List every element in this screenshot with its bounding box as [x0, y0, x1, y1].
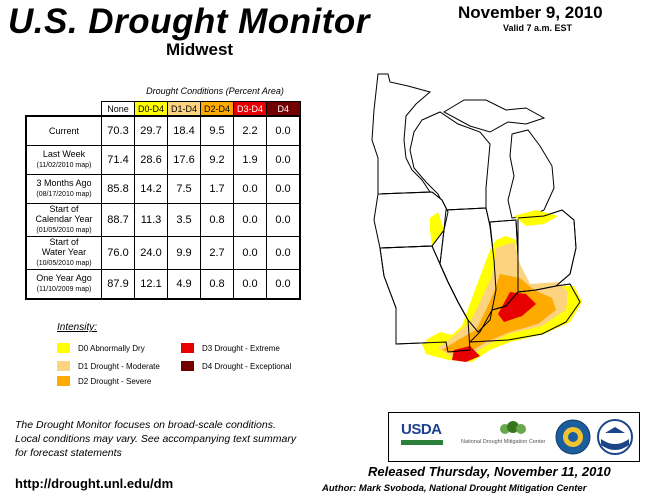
map-title: U.S. Drought Monitor — [8, 2, 370, 41]
table-cell: 9.5 — [200, 115, 234, 146]
drought-d3 — [498, 292, 536, 322]
table-cell: 0.0 — [266, 269, 301, 300]
ndmc-tree-icon — [500, 421, 526, 434]
table-cell: 0.0 — [266, 203, 301, 237]
state-michigan-lp — [507, 129, 555, 219]
table-cell: 17.6 — [167, 145, 201, 175]
row-label: 3 Months Ago (08/17/2010 map) — [25, 174, 102, 204]
table-cell: 24.0 — [134, 236, 168, 270]
table-cell: 70.3 — [101, 115, 135, 146]
legend-item-d0: D0 Abnormally Dry — [57, 343, 145, 353]
noaa-logo-icon — [597, 419, 633, 455]
table-cell: 2.2 — [233, 115, 267, 146]
table-cell: 14.2 — [134, 174, 168, 204]
state-minnesota — [371, 73, 432, 195]
legend-swatch-d0 — [57, 343, 70, 353]
table-cell: 0.0 — [233, 203, 267, 237]
table-cell: 1.7 — [200, 174, 234, 204]
table-cell: 12.1 — [134, 269, 168, 300]
table-cell: 0.0 — [266, 174, 301, 204]
table-row: Last Week (11/02/2010 map) 71.4 28.6 17.6… — [25, 145, 301, 175]
table-row: Start of Calendar Year (01/05/2010 map) 88… — [25, 203, 301, 237]
usda-logo: USDA — [401, 421, 442, 438]
table-cell: 0.0 — [266, 115, 301, 146]
website-url[interactable]: http://drought.unl.edu/dm — [15, 476, 174, 491]
ndmc-logo: National Drought Mitigation Center — [461, 439, 546, 445]
table-cell: 0.0 — [233, 269, 267, 300]
table-row: 3 Months Ago (08/17/2010 map) 85.8 14.2 7… — [25, 174, 301, 204]
table-cell: 0.0 — [233, 236, 267, 270]
col-header-d0-d4: D0-D4 — [134, 101, 168, 117]
release-date: Released Thursday, November 11, 2010 — [368, 464, 611, 479]
table-cell: 76.0 — [101, 236, 135, 270]
legend-item-d3: D3 Drought - Extreme — [181, 343, 280, 353]
legend-item-d1: D1 Drought - Moderate — [57, 361, 160, 371]
drought-d0 — [430, 212, 444, 246]
table-cell: 2.7 — [200, 236, 234, 270]
table-row: One Year Ago (11/10/2009 map) 87.9 12.1 4… — [25, 269, 301, 300]
table-cell: 0.8 — [200, 269, 234, 300]
drought-d3 — [452, 346, 480, 362]
row-label: Last Week (11/02/2010 map) — [25, 145, 102, 175]
region-name: Midwest — [166, 40, 234, 59]
table-cell: 29.7 — [134, 115, 168, 146]
table-cell: 3.5 — [167, 203, 201, 237]
col-header-d4: D4 — [266, 101, 301, 117]
col-header-d2-d4: D2-D4 — [200, 101, 234, 117]
col-header-d1-d4: D1-D4 — [167, 101, 201, 117]
usda-logo-bar — [401, 440, 443, 445]
col-header-d3-d4: D3-D4 — [233, 101, 267, 117]
table-corner — [26, 101, 102, 117]
author-credit: Author: Mark Svoboda, National Drought M… — [322, 483, 587, 494]
table-cell: 88.7 — [101, 203, 135, 237]
col-header-none: None — [101, 101, 135, 117]
row-label: Start of Water Year (10/05/2010 map) — [25, 236, 102, 270]
legend-item-d4: D4 Drought - Exceptional — [181, 361, 291, 371]
footnote: The Drought Monitor focuses on broad-sca… — [15, 419, 297, 459]
table-row: Current 70.3 29.7 18.4 9.5 2.2 0.0 — [25, 115, 301, 146]
drought-d0 — [514, 210, 558, 226]
table-caption: Drought Conditions (Percent Area) — [146, 86, 284, 96]
table-cell: 0.8 — [200, 203, 234, 237]
legend-swatch-d3 — [181, 343, 194, 353]
table-row: Start of Water Year (10/05/2010 map) 76.0 … — [25, 236, 301, 270]
table-cell: 4.9 — [167, 269, 201, 300]
drought-conditions-table: None D0-D4 D1-D4 D2-D4 D3-D4 D4 Current … — [25, 101, 301, 300]
row-label: Current — [25, 115, 102, 146]
midwest-drought-map — [371, 73, 582, 362]
table-cell: 7.5 — [167, 174, 201, 204]
commerce-seal-icon — [555, 419, 591, 455]
valid-time: Valid 7 a.m. EST — [503, 23, 573, 33]
table-cell: 0.0 — [266, 145, 301, 175]
partner-logos: USDA National Drought Mitigation Center — [388, 412, 640, 462]
legend-item-d2: D2 Drought - Severe — [57, 376, 151, 386]
table-cell: 9.9 — [167, 236, 201, 270]
table-cell: 87.9 — [101, 269, 135, 300]
table-cell: 0.0 — [233, 174, 267, 204]
map-date: November 9, 2010 — [458, 3, 603, 22]
table-cell: 28.6 — [134, 145, 168, 175]
table-cell: 85.8 — [101, 174, 135, 204]
state-michigan-up — [442, 99, 546, 133]
legend-title: Intensity: — [57, 322, 98, 333]
row-label: One Year Ago (11/10/2009 map) — [25, 269, 102, 300]
table-cell: 71.4 — [101, 145, 135, 175]
legend-swatch-d2 — [57, 376, 70, 386]
row-label: Start of Calendar Year (01/05/2010 map) — [25, 203, 102, 237]
table-cell: 9.2 — [200, 145, 234, 175]
legend-swatch-d4 — [181, 361, 194, 371]
table-cell: 1.9 — [233, 145, 267, 175]
table-cell: 18.4 — [167, 115, 201, 146]
table-cell: 0.0 — [266, 236, 301, 270]
legend-swatch-d1 — [57, 361, 70, 371]
table-cell: 11.3 — [134, 203, 168, 237]
